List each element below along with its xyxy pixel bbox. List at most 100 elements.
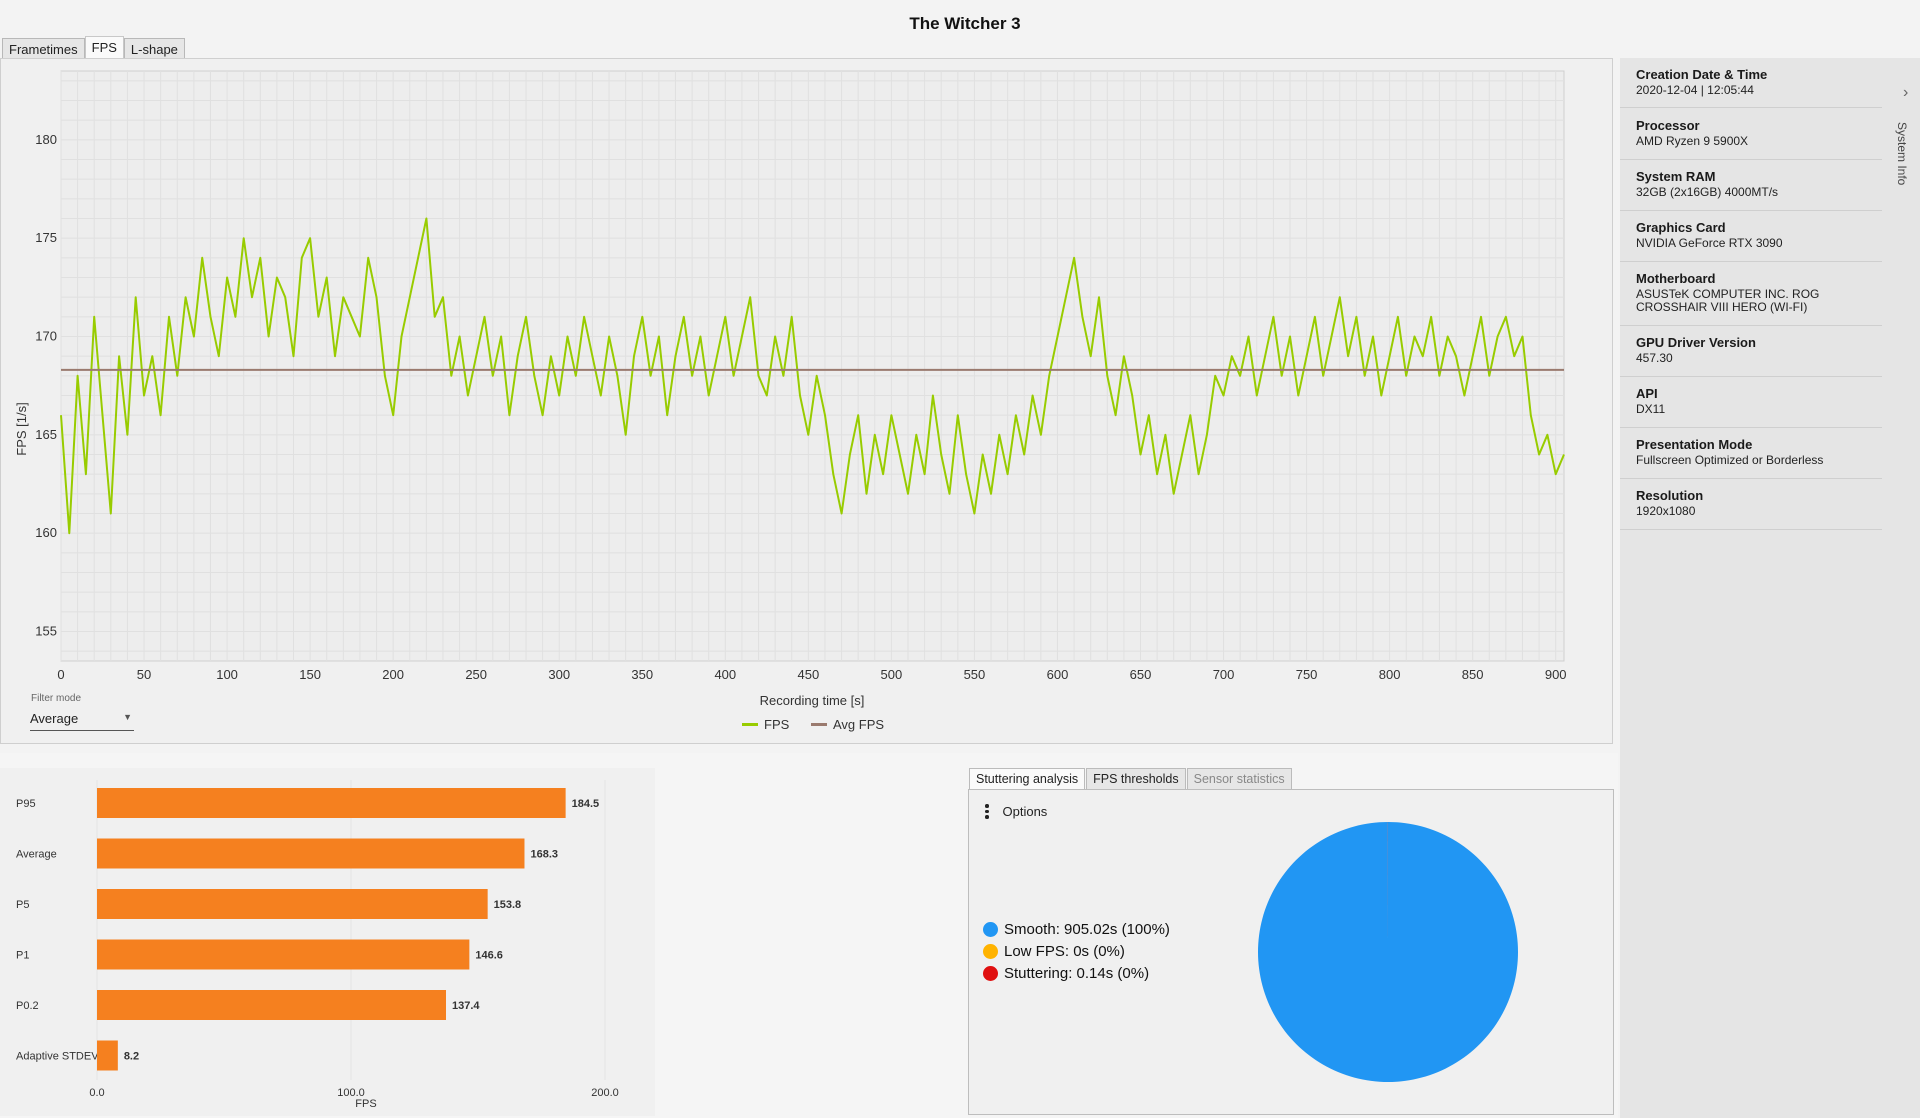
pie-slice [1258,822,1519,1082]
stuttering-dot-icon [983,966,998,981]
x-axis-label: Recording time [s] [760,693,865,708]
stutter-legend-low-fps: Low FPS: 0s (0%) [983,943,1125,960]
x-tick-label: 100 [216,667,238,682]
system-info-rail-label: System Info [1895,122,1909,186]
filter-mode-select[interactable]: Average ▼ [30,708,134,731]
system-info-toggle[interactable]: › System Info [1884,58,1920,258]
stutter-legend-text: Low FPS: 0s (0%) [1004,943,1125,960]
info-value: 457.30 [1636,351,1673,365]
bar-value-label: 168.3 [530,849,558,861]
bar-category-label: P1 [16,950,29,962]
info-label: GPU Driver Version [1636,335,1756,350]
tab-frametimes[interactable]: Frametimes [2,38,85,60]
info-system-ram: System RAM 32GB (2x16GB) 4000MT/s [1620,160,1882,211]
info-label: System RAM [1636,169,1716,184]
low-fps-dot-icon [983,944,998,959]
smooth-dot-icon [983,922,998,937]
info-value: Fullscreen Optimized or Borderless [1636,453,1824,467]
bar-value-label: 146.6 [475,950,503,962]
grid-vertical [60,71,1557,661]
tab-stuttering-analysis[interactable]: Stuttering analysis [969,768,1086,790]
x-tick-label: 200 [382,667,404,682]
tab-fps[interactable]: FPS [84,36,124,60]
legend-swatch-avg-fps [811,723,827,726]
stutter-legend-text: Smooth: 905.02s (100%) [1004,921,1170,938]
x-tick-label: 500 [881,667,903,682]
info-motherboard: Motherboard ASUSTeK COMPUTER INC. ROG CR… [1620,262,1882,326]
fps-series-line [60,217,1565,535]
x-tick-label: 250 [465,667,487,682]
x-tick-label: 400 [714,667,736,682]
bar [97,1040,118,1071]
tab-l-shape[interactable]: L-shape [123,38,185,60]
tab-sensor-statistics[interactable]: Sensor statistics [1186,768,1292,790]
stuttering-pie-chart [1258,822,1519,1082]
x-tick-labels: 0 50 100 150 200 250 300 350 400 450 500 550 600 650 7… [57,667,1566,682]
chevron-right-icon: › [1903,84,1909,101]
bar-x-tick-labels: 0.0 100.0 200.0 [89,1087,618,1099]
grid-horizontal [61,80,1564,652]
info-value: ASUSTeK COMPUTER INC. ROG CROSSHAIR VIII… [1636,287,1820,314]
x-tick-label: 0 [57,667,64,682]
bar [97,939,470,970]
pie-slices [1258,822,1519,1082]
info-value: 2020-12-04 | 12:05:44 [1636,83,1754,97]
info-gpu-driver: GPU Driver Version 457.30 [1620,326,1882,377]
filter-mode-value: Average [30,711,79,726]
bar-value-label: 184.5 [572,798,600,810]
x-tick-label: 850 [1462,667,1484,682]
x-tick-label: 450 [797,667,819,682]
y-tick-labels: 155 160 165 170 175 180 [35,132,57,639]
y-tick-label: 170 [35,329,57,344]
y-tick-label: 160 [35,525,57,540]
x-tick-label: 350 [631,667,653,682]
info-label: Creation Date & Time [1636,67,1768,82]
legend-item-fps[interactable]: FPS [742,717,789,732]
chart-tabs: Frametimes FPS L-shape [2,36,185,60]
bar-category-label: P5 [16,899,29,911]
bar [97,889,488,919]
statistics-bar-chart: P95 184.5 Average 168.3 P5 153.8 P1 146.6 P0.2 13… [16,780,619,1110]
info-value: NVIDIA GeForce RTX 3090 [1636,236,1783,250]
x-tick-label: 50 [137,667,151,682]
stuttering-panel: Options Smooth: 905.02s (100%) Low FPS: … [968,789,1614,1115]
bar-x-tick-label: 100.0 [337,1087,365,1099]
legend-label-avg-fps: Avg FPS [833,717,885,732]
bars: P95 184.5 Average 168.3 P5 153.8 P1 146.6 P0.2 13… [16,788,599,1071]
bar-value-label: 8.2 [124,1051,139,1063]
x-tick-label: 550 [964,667,986,682]
x-tick-label: 650 [1130,667,1152,682]
info-label: Motherboard [1636,271,1716,286]
fps-chart-panel: 155 160 165 170 175 180 0 50 100 150 200 250 300 350… [0,58,1613,744]
bar-x-axis-label: FPS [355,1098,376,1110]
options-button[interactable]: Options [985,803,1047,820]
y-tick-label: 180 [35,132,57,147]
dropdown-arrow-icon: ▼ [123,712,132,722]
x-tick-label: 900 [1545,667,1567,682]
y-axis-label: FPS [1/s] [14,402,29,455]
info-value: DX11 [1636,402,1666,416]
tab-fps-thresholds[interactable]: FPS thresholds [1086,768,1186,790]
bar-category-label: Average [16,849,57,861]
bar-grid [96,780,606,1080]
info-label: Resolution [1636,488,1704,503]
stutter-legend-smooth: Smooth: 905.02s (100%) [983,921,1170,938]
plot-area [60,70,1565,662]
bar-x-tick-label: 200.0 [591,1087,619,1099]
system-info-sidebar: Creation Date & Time 2020-12-04 | 12:05:… [1620,58,1920,1118]
info-label: Processor [1636,118,1700,133]
info-label: Graphics Card [1636,220,1726,235]
info-value: AMD Ryzen 9 5900X [1636,134,1749,148]
info-graphics-card: Graphics Card NVIDIA GeForce RTX 3090 [1620,211,1882,262]
info-api: API DX11 [1620,377,1882,428]
y-tick-label: 175 [35,230,57,245]
x-tick-label: 700 [1213,667,1235,682]
legend-item-avg-fps[interactable]: Avg FPS [811,717,884,732]
bar-value-label: 153.8 [494,899,522,911]
info-label: Presentation Mode [1636,437,1753,452]
info-value: 1920x1080 [1636,504,1696,518]
bar-x-tick-label: 0.0 [89,1087,104,1099]
bar [97,990,446,1020]
legend-swatch-fps [742,723,758,726]
kebab-menu-icon [985,803,989,820]
